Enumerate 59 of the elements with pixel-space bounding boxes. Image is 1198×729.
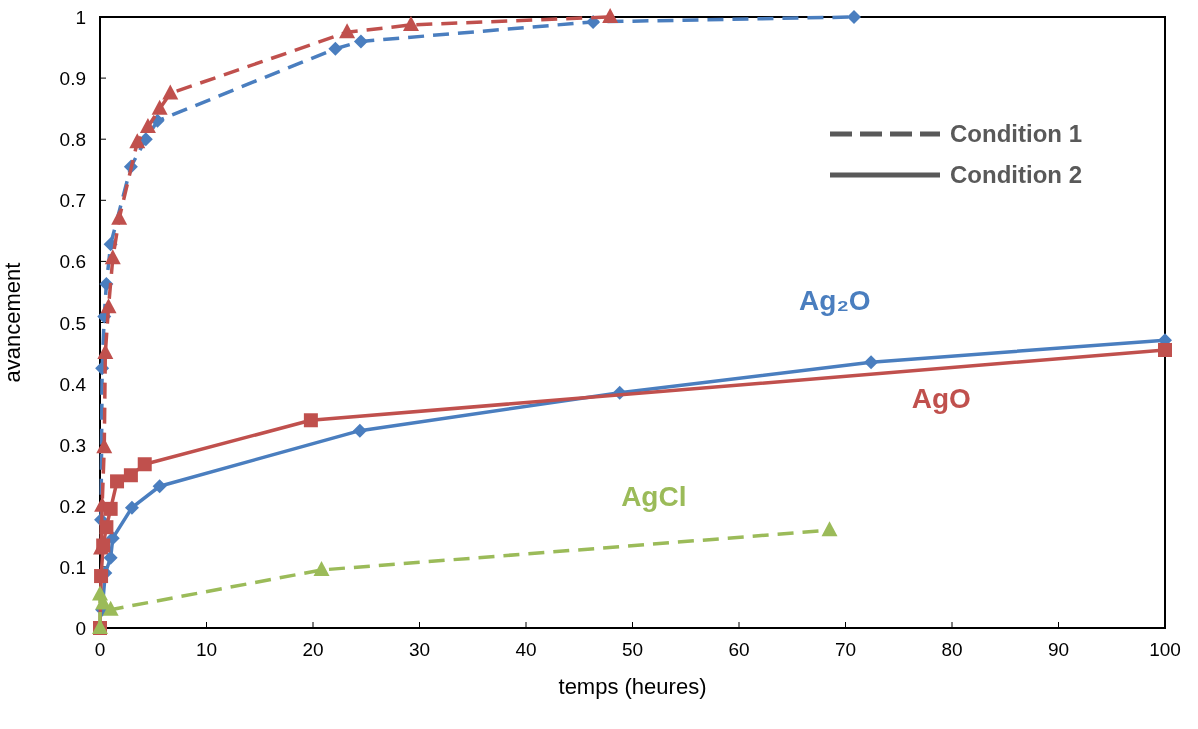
point [94, 569, 109, 584]
y-tick-label: 0.1 [59, 556, 86, 578]
y-tick-label: 0.3 [59, 434, 86, 456]
y-tick-label: 1 [75, 7, 86, 28]
point [303, 413, 318, 428]
point [821, 521, 838, 537]
point [100, 298, 117, 314]
x-tick-label: 30 [408, 639, 431, 660]
x-tick-label: 0 [94, 639, 106, 660]
y-tick-label: 0 [75, 618, 86, 639]
x-tick-label: 90 [1047, 639, 1070, 660]
series-label: AgO [911, 383, 971, 415]
point [99, 520, 114, 535]
y-tick-label: 0.6 [59, 251, 86, 273]
x-tick-label: 40 [515, 639, 537, 660]
point [104, 249, 121, 265]
x-tick-label: 20 [302, 639, 324, 660]
series-label: Ag₂O [799, 285, 871, 317]
x-tick-label: 50 [621, 639, 644, 660]
point [103, 501, 118, 516]
y-tick-label: 0.2 [59, 495, 86, 517]
y-tick-label: 0.9 [59, 68, 86, 90]
point [1158, 343, 1172, 357]
point [103, 550, 118, 565]
point [864, 355, 879, 370]
point [151, 99, 168, 115]
y-tick-label: 0.7 [59, 190, 86, 212]
point [110, 474, 125, 489]
x-tick-label: 10 [195, 639, 218, 660]
point [139, 117, 156, 133]
point [339, 23, 356, 39]
x-axis-title: temps (heures) [558, 674, 707, 699]
point [352, 423, 367, 438]
x-tick-label: 80 [941, 639, 963, 660]
point [111, 209, 128, 225]
series-label: AgCl [621, 480, 687, 512]
point [313, 560, 330, 576]
point [123, 468, 138, 483]
y-tick-label: 0.4 [59, 373, 87, 395]
point [602, 8, 619, 23]
point [353, 34, 368, 49]
annotation: Condition 2 [950, 161, 1082, 188]
point [129, 133, 146, 149]
annotation: Condition 1 [950, 120, 1082, 147]
x-tick-label: 70 [834, 639, 857, 660]
point [328, 41, 343, 56]
point [847, 10, 862, 24]
point [402, 15, 419, 31]
point [102, 600, 119, 616]
y-tick-label: 0.5 [59, 312, 86, 334]
y-tick-label: 0.8 [59, 129, 86, 151]
point [137, 457, 152, 472]
x-tick-label: 60 [728, 639, 750, 660]
point [152, 479, 167, 494]
point [162, 84, 179, 100]
point [124, 500, 139, 515]
y-axis-title: avancement [0, 262, 25, 383]
x-tick-label: 100 [1149, 639, 1181, 660]
point [97, 344, 114, 360]
